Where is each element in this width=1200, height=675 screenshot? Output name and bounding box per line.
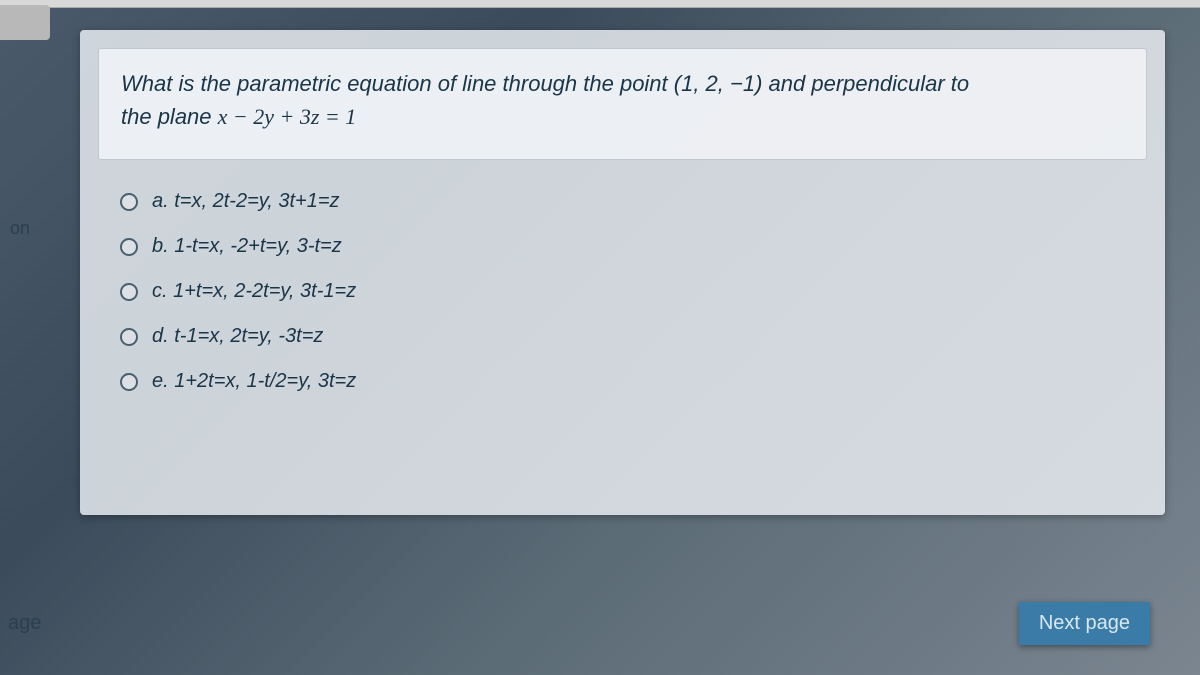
options-list: a. t=x, 2t-2=y, 3t+1=z b. 1-t=x, -2+t=y,… [80, 190, 1165, 393]
option-label: a. t=x, 2t-2=y, 3t+1=z [152, 190, 340, 213]
radio-icon[interactable] [120, 238, 138, 256]
question-card: What is the parametric equation of line … [80, 30, 1165, 515]
radio-icon[interactable] [120, 283, 138, 301]
radio-icon[interactable] [120, 193, 138, 211]
option-e[interactable]: e. 1+2t=x, 1-t/2=y, 3t=z [120, 370, 1125, 393]
question-line-2: the plane x − 2y + 3z = 1 [121, 100, 1124, 133]
option-label: c. 1+t=x, 2-2t=y, 3t-1=z [152, 280, 356, 303]
option-d[interactable]: d. t-1=x, 2t=y, -3t=z [120, 325, 1125, 348]
side-label-age: age [8, 612, 41, 635]
option-a[interactable]: a. t=x, 2t-2=y, 3t+1=z [120, 190, 1125, 213]
left-tab-fragment [0, 5, 50, 40]
radio-icon[interactable] [120, 328, 138, 346]
question-line-2-prefix: the plane [121, 104, 218, 129]
question-text-box: What is the parametric equation of line … [98, 48, 1147, 160]
option-label: e. 1+2t=x, 1-t/2=y, 3t=z [152, 370, 356, 393]
option-label: b. 1-t=x, -2+t=y, 3-t=z [152, 235, 342, 258]
side-label-on: on [10, 218, 30, 239]
option-b[interactable]: b. 1-t=x, -2+t=y, 3-t=z [120, 235, 1125, 258]
question-line-1: What is the parametric equation of line … [121, 67, 1124, 100]
question-math: x − 2y + 3z = 1 [218, 104, 357, 129]
top-bar [0, 0, 1200, 8]
option-c[interactable]: c. 1+t=x, 2-2t=y, 3t-1=z [120, 280, 1125, 303]
radio-icon[interactable] [120, 373, 138, 391]
next-page-button[interactable]: Next page [1019, 602, 1150, 645]
option-label: d. t-1=x, 2t=y, -3t=z [152, 325, 323, 348]
